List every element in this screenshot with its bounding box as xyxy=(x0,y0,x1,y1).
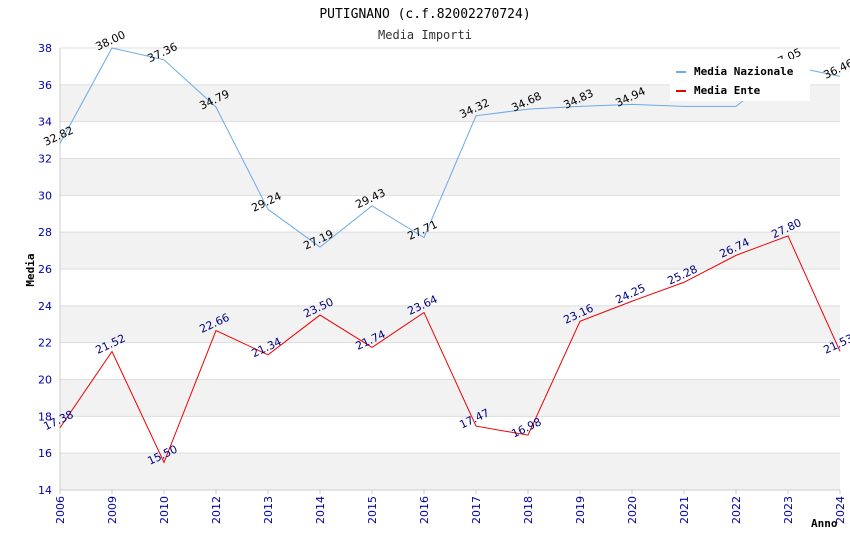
y-tick-label: 24 xyxy=(38,300,52,313)
x-tick-label: 2014 xyxy=(314,496,327,524)
y-tick-label: 32 xyxy=(38,153,52,166)
background-band xyxy=(60,305,840,343)
x-tick-label: 2015 xyxy=(366,496,379,524)
series-layer xyxy=(59,47,841,464)
x-tick-label: 2009 xyxy=(106,496,119,524)
y-tick-label: 16 xyxy=(38,447,52,460)
y-tick-label: 20 xyxy=(38,374,52,387)
series-line-media-ente xyxy=(59,235,841,464)
y-tick-label: 28 xyxy=(38,226,52,239)
background-band xyxy=(60,121,840,159)
y-tick-label: 18 xyxy=(38,410,52,423)
x-tick-label: 2021 xyxy=(678,496,691,524)
x-tick-label: 2006 xyxy=(54,496,67,524)
x-tick-label: 2019 xyxy=(574,496,587,524)
series-line-media-nazionale xyxy=(59,47,841,248)
x-tick-label: 2013 xyxy=(262,496,275,524)
y-tick-label: 38 xyxy=(38,42,52,55)
background-band xyxy=(60,453,840,490)
x-tick-label: 2020 xyxy=(626,496,639,524)
background-band xyxy=(60,416,840,454)
background-band xyxy=(60,342,840,380)
y-axis-label: Media xyxy=(24,253,37,286)
y-tick-label: 22 xyxy=(38,337,52,350)
x-ticks: 2006 2009 2010 2012 2013 2014 2015 2016 2017 2018… xyxy=(54,490,847,524)
x-tick-label: 2022 xyxy=(730,496,743,524)
x-tick-label: 2017 xyxy=(470,496,483,524)
x-tick-label: 2024 xyxy=(834,496,847,524)
legend-box xyxy=(670,59,810,101)
background-band xyxy=(60,195,840,233)
background-band xyxy=(60,232,840,269)
y-tick-label: 34 xyxy=(38,116,52,129)
y-tick-label: 36 xyxy=(38,79,52,92)
y-ticks: 14 16 18 20 22 24 26 28 30 32 34 36 38 xyxy=(38,42,52,497)
chart-title: PUTIGNANO (c.f.82002270724) xyxy=(319,7,530,22)
legend-label-ente: Media Ente xyxy=(694,84,761,97)
x-tick-label: 2023 xyxy=(782,496,795,524)
x-tick-label: 2010 xyxy=(158,496,171,524)
x-tick-label: 2018 xyxy=(522,496,535,524)
x-axis-label: Anno xyxy=(811,517,838,530)
background-band xyxy=(60,269,840,306)
x-tick-label: 2016 xyxy=(418,496,431,524)
legend-label-nazionale: Media Nazionale xyxy=(694,65,794,78)
legend: Media Nazionale Media Ente xyxy=(670,59,810,101)
y-tick-label: 14 xyxy=(38,484,52,497)
y-tick-label: 30 xyxy=(38,189,52,202)
background-bands xyxy=(60,48,840,490)
y-tick-label: 26 xyxy=(38,263,52,276)
x-tick-label: 2012 xyxy=(210,496,223,524)
chart-subtitle: Media Importi xyxy=(378,28,472,42)
background-band xyxy=(60,379,840,417)
